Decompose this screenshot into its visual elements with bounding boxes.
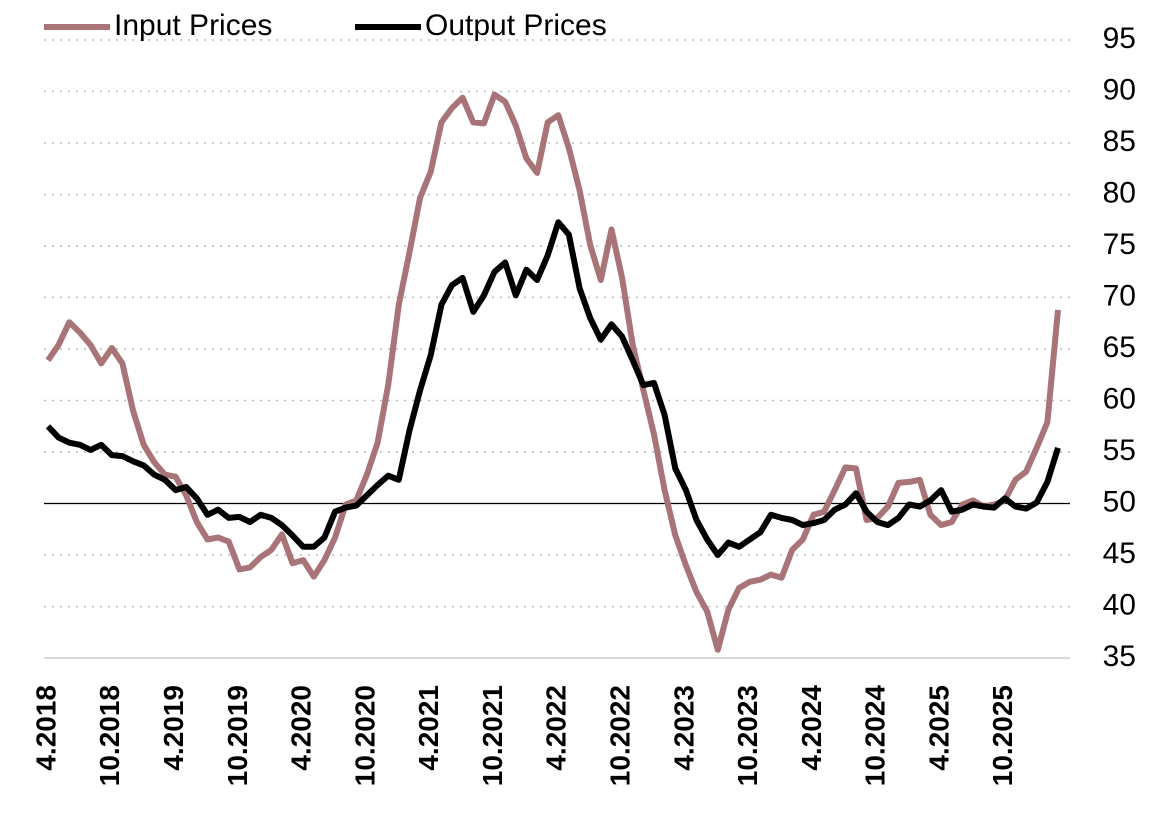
x-tick-label: 10.2021 xyxy=(477,685,508,786)
series-line xyxy=(45,219,1061,558)
x-tick-label: 4.2025 xyxy=(923,685,954,771)
x-tick-label: 4.2019 xyxy=(158,685,189,771)
x-tick-label: 10.2024 xyxy=(860,685,891,787)
x-tick-label: 4.2020 xyxy=(286,685,317,771)
x-tick-label: 10.2023 xyxy=(732,685,763,786)
y-tick-label: 95 xyxy=(1103,22,1136,55)
y-tick-label: 35 xyxy=(1103,640,1136,673)
y-tick-label: 50 xyxy=(1103,485,1136,518)
x-tick-label: 10.2018 xyxy=(94,685,125,786)
x-tick-label: 4.2024 xyxy=(796,685,827,771)
y-tick-label: 45 xyxy=(1103,537,1136,570)
y-tick-label: 60 xyxy=(1103,382,1136,415)
y-tick-label: 55 xyxy=(1103,434,1136,467)
x-tick-label: 10.2025 xyxy=(987,685,1018,786)
x-tick-label: 10.2019 xyxy=(222,685,253,786)
x-tick-label: 4.2021 xyxy=(413,685,444,771)
x-tick-label: 4.2022 xyxy=(541,685,572,771)
y-tick-label: 85 xyxy=(1103,125,1136,158)
y-tick-label: 65 xyxy=(1103,331,1136,364)
y-tick-label: 40 xyxy=(1103,588,1136,621)
x-tick-label: 4.2018 xyxy=(30,685,61,771)
legend-label: Output Prices xyxy=(425,9,607,42)
legend-label: Input Prices xyxy=(114,9,272,42)
y-tick-label: 70 xyxy=(1103,279,1136,312)
x-tick-label: 4.2023 xyxy=(668,685,699,771)
x-tick-label: 10.2020 xyxy=(349,685,380,786)
x-tick-label: 10.2022 xyxy=(604,685,635,786)
series-line xyxy=(45,91,1061,653)
y-tick-label: 90 xyxy=(1103,73,1136,106)
y-tick-label: 80 xyxy=(1103,176,1136,209)
y-tick-label: 75 xyxy=(1103,228,1136,261)
